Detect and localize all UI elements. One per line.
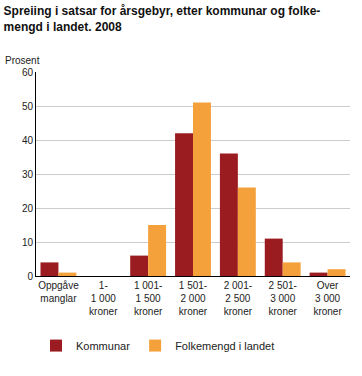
svg-text:Oppgåvemanglar: Oppgåvemanglar — [38, 280, 79, 304]
svg-text:2 501-3 000kroner: 2 501-3 000kroner — [269, 280, 298, 317]
svg-text:1-1 000kroner: 1-1 000kroner — [89, 280, 118, 317]
svg-text:Folkemengd i landet: Folkemengd i landet — [175, 340, 274, 352]
svg-text:0: 0 — [27, 271, 33, 282]
svg-text:Kommunar: Kommunar — [76, 340, 130, 352]
svg-text:50: 50 — [22, 101, 34, 112]
svg-text:2 001-2 500kroner: 2 001-2 500kroner — [224, 280, 253, 317]
svg-text:40: 40 — [22, 135, 34, 146]
svg-text:10: 10 — [22, 237, 34, 248]
svg-text:20: 20 — [22, 203, 34, 214]
svg-text:1 001-1 500kroner: 1 001-1 500kroner — [134, 280, 163, 317]
svg-text:Prosent: Prosent — [5, 55, 40, 66]
svg-text:Spreiing i satsar for årsgebyr: Spreiing i satsar for årsgebyr, etter ko… — [4, 4, 321, 34]
svg-text:30: 30 — [22, 169, 34, 180]
svg-text:1 501-2 000kroner: 1 501-2 000kroner — [179, 280, 208, 317]
svg-text:Over3 000kroner: Over3 000kroner — [313, 280, 342, 317]
svg-text:60: 60 — [22, 67, 34, 78]
